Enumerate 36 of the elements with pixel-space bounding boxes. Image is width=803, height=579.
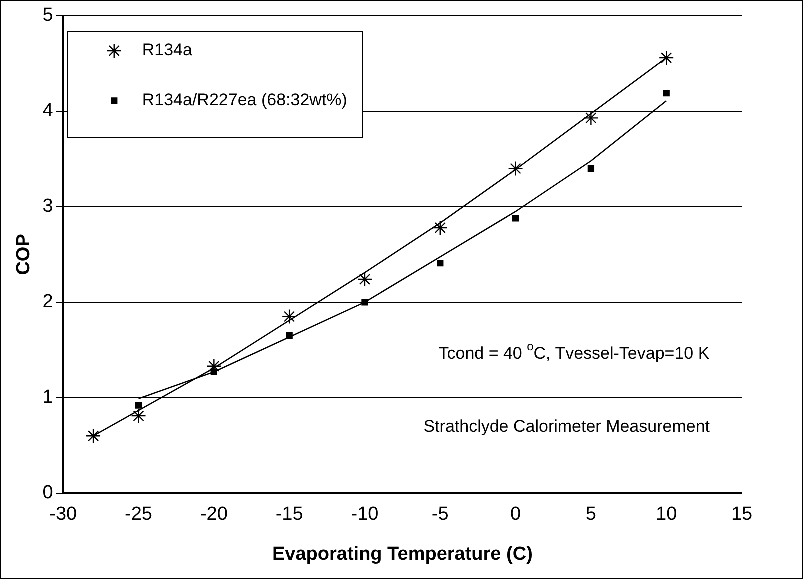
- point: [131, 408, 146, 424]
- x-tick-label: -25: [125, 504, 153, 526]
- point: [437, 260, 444, 267]
- x-tick-label: 0: [510, 504, 522, 526]
- point: [663, 90, 670, 97]
- point: [86, 428, 102, 444]
- point: [286, 332, 293, 340]
- point: [508, 161, 524, 176]
- point: [658, 50, 674, 66]
- y-tick-label: 0: [42, 482, 54, 504]
- point: [584, 110, 599, 126]
- y-tick-label: 5: [42, 5, 54, 26]
- x-tick-label: 5: [586, 504, 596, 526]
- x-tick-label: -20: [200, 504, 228, 526]
- point: [135, 402, 142, 409]
- x-tick-label: -10: [351, 504, 379, 526]
- x-axis-title: Evaporating Temperature (C): [272, 544, 533, 565]
- point: [357, 272, 373, 288]
- x-tick-label: -30: [50, 504, 78, 526]
- legend-label: R134a/R227ea (68:32wt%): [142, 90, 348, 110]
- x-tick-label: -5: [432, 504, 449, 526]
- point: [512, 215, 520, 222]
- x-tick-label: -15: [276, 504, 304, 526]
- y-tick-label: 2: [42, 292, 54, 313]
- point: [282, 309, 298, 324]
- x-tick-label: 15: [731, 504, 753, 526]
- legend-label: R134a: [142, 40, 194, 60]
- point: [362, 299, 368, 306]
- point: [588, 165, 595, 172]
- y-axis-title: COP: [14, 234, 35, 276]
- point: [432, 220, 448, 236]
- y-tick-label: 4: [42, 100, 54, 122]
- y-tick-label: 1: [42, 387, 54, 408]
- x-tick-label: 10: [656, 504, 678, 526]
- annotation: Strathclyde Calorimeter Measurement: [424, 417, 710, 436]
- y-tick-label: 3: [42, 196, 54, 218]
